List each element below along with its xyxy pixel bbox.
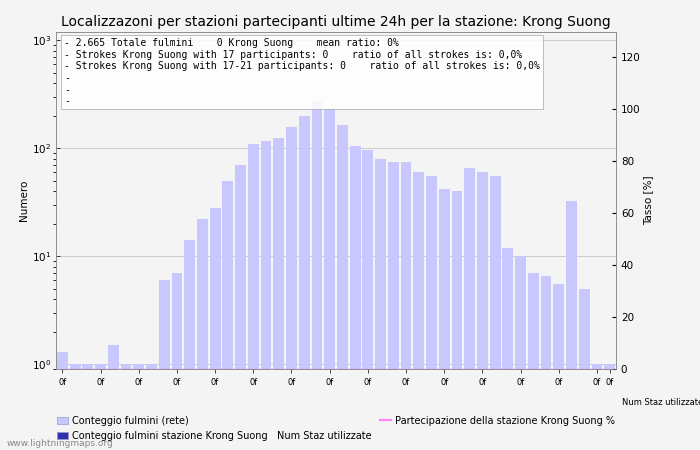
Partecipazione della stazione Krong Suong %	[453, 366, 461, 372]
Partecipazione della stazione Krong Suong %	[389, 366, 398, 372]
Bar	[452, 191, 462, 450]
Text: - 2.665 Totale fulmini    0 Krong Suong    mean ratio: 0%
- Strokes Krong Suong : - 2.665 Totale fulmini 0 Krong Suong mea…	[64, 38, 540, 106]
Partecipazione della stazione Krong Suong %	[593, 366, 601, 372]
Bar	[159, 280, 169, 450]
Bar	[57, 352, 68, 450]
Partecipazione della stazione Krong Suong %	[160, 366, 169, 372]
Bar	[299, 116, 309, 450]
Y-axis label: Tasso [%]: Tasso [%]	[643, 176, 653, 225]
Bar	[83, 364, 93, 450]
Partecipazione della stazione Krong Suong %	[478, 366, 486, 372]
Partecipazione della stazione Krong Suong %	[147, 366, 155, 372]
Partecipazione della stazione Krong Suong %	[580, 366, 589, 372]
Bar	[553, 284, 564, 450]
Bar	[95, 364, 106, 450]
Bar	[312, 101, 322, 450]
Bar	[120, 364, 132, 450]
Bar	[477, 172, 488, 450]
Bar	[464, 168, 475, 450]
Bar	[579, 288, 589, 450]
Partecipazione della stazione Krong Suong %	[83, 366, 92, 372]
Partecipazione della stazione Krong Suong %	[122, 366, 130, 372]
Bar	[604, 364, 615, 450]
Bar	[324, 109, 335, 450]
Partecipazione della stazione Krong Suong %	[351, 366, 359, 372]
Bar	[363, 150, 373, 450]
Bar	[273, 138, 284, 450]
Bar	[133, 364, 144, 450]
Partecipazione della stazione Krong Suong %	[287, 366, 295, 372]
Bar	[210, 208, 220, 450]
Partecipazione della stazione Krong Suong %	[249, 366, 258, 372]
Bar	[248, 144, 259, 450]
Partecipazione della stazione Krong Suong %	[503, 366, 512, 372]
Bar	[375, 158, 386, 450]
Bar	[146, 364, 157, 450]
Partecipazione della stazione Krong Suong %	[198, 366, 206, 372]
Bar	[503, 248, 513, 450]
Partecipazione della stazione Krong Suong %	[491, 366, 499, 372]
Partecipazione della stazione Krong Suong %	[338, 366, 346, 372]
Bar	[566, 202, 577, 450]
Partecipazione della stazione Krong Suong %	[414, 366, 423, 372]
Partecipazione della stazione Krong Suong %	[517, 366, 525, 372]
Partecipazione della stazione Krong Suong %	[274, 366, 283, 372]
Bar	[337, 125, 348, 450]
Bar	[426, 176, 437, 450]
Text: www.lightningmaps.org: www.lightningmaps.org	[7, 439, 113, 448]
Partecipazione della stazione Krong Suong %	[440, 366, 449, 372]
Bar	[286, 127, 297, 450]
Partecipazione della stazione Krong Suong %	[134, 366, 143, 372]
Bar	[70, 364, 80, 450]
Partecipazione della stazione Krong Suong %	[554, 366, 563, 372]
Partecipazione della stazione Krong Suong %	[71, 366, 79, 372]
Title: Localizzazoni per stazioni partecipanti ultime 24h per la stazione: Krong Suong: Localizzazoni per stazioni partecipanti …	[61, 15, 611, 29]
Partecipazione della stazione Krong Suong %	[97, 366, 105, 372]
Partecipazione della stazione Krong Suong %	[402, 366, 410, 372]
Partecipazione della stazione Krong Suong %	[186, 366, 194, 372]
Bar	[540, 276, 552, 450]
Partecipazione della stazione Krong Suong %	[606, 366, 614, 372]
Partecipazione della stazione Krong Suong %	[262, 366, 270, 372]
Partecipazione della stazione Krong Suong %	[237, 366, 245, 372]
Bar	[515, 256, 526, 450]
Partecipazione della stazione Krong Suong %	[211, 366, 219, 372]
Partecipazione della stazione Krong Suong %	[542, 366, 550, 372]
Bar	[197, 219, 208, 450]
Partecipazione della stazione Krong Suong %	[326, 366, 334, 372]
Partecipazione della stazione Krong Suong %	[58, 366, 66, 372]
Bar	[223, 180, 233, 450]
Legend: Conteggio fulmini (rete), Conteggio fulmini stazione Krong Suong   Num Staz util: Conteggio fulmini (rete), Conteggio fulm…	[57, 416, 615, 441]
Bar	[235, 165, 246, 450]
Bar	[400, 162, 412, 450]
Bar	[439, 189, 449, 450]
Text: Num Staz utilizzate: Num Staz utilizzate	[622, 398, 700, 407]
Partecipazione della stazione Krong Suong %	[300, 366, 309, 372]
Y-axis label: Numero: Numero	[19, 180, 29, 221]
Bar	[592, 364, 602, 450]
Partecipazione della stazione Krong Suong %	[466, 366, 474, 372]
Partecipazione della stazione Krong Suong %	[427, 366, 435, 372]
Partecipazione della stazione Krong Suong %	[223, 366, 232, 372]
Bar	[413, 172, 424, 450]
Partecipazione della stazione Krong Suong %	[173, 366, 181, 372]
Partecipazione della stazione Krong Suong %	[313, 366, 321, 372]
Partecipazione della stazione Krong Suong %	[529, 366, 538, 372]
Partecipazione della stazione Krong Suong %	[567, 366, 575, 372]
Bar	[172, 273, 182, 450]
Bar	[108, 345, 119, 450]
Bar	[490, 176, 500, 450]
Bar	[184, 240, 195, 450]
Partecipazione della stazione Krong Suong %	[363, 366, 372, 372]
Partecipazione della stazione Krong Suong %	[109, 366, 118, 372]
Bar	[350, 146, 360, 450]
Bar	[388, 162, 399, 450]
Bar	[260, 141, 272, 450]
Partecipazione della stazione Krong Suong %	[377, 366, 385, 372]
Bar	[528, 273, 539, 450]
